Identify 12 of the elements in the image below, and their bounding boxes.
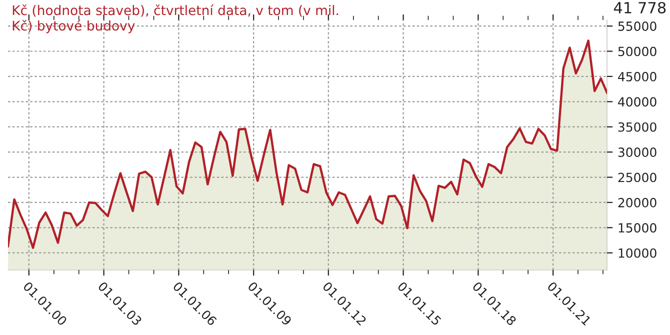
y-tick-label: 15000 bbox=[618, 223, 656, 233]
y-tick-label: 45000 bbox=[618, 72, 656, 82]
y-tick-label: 30000 bbox=[618, 148, 656, 157]
y-tick-label: 55000 bbox=[618, 22, 656, 31]
y-tick-label: 20000 bbox=[618, 198, 656, 208]
y-tick-label: 25000 bbox=[618, 172, 656, 182]
y-tick-label: 10000 bbox=[618, 248, 656, 258]
text: 41 778 bbox=[614, 2, 666, 14]
y-tick-label: 40000 bbox=[618, 97, 656, 107]
chart-title: Kč (hodnota staveb), čtvrtletní data, v tom (v mil. Kč) bytové budovy bbox=[12, 4, 338, 34]
y-tick-label: 50000 bbox=[618, 46, 656, 56]
y-tick-label: 35000 bbox=[618, 122, 656, 132]
